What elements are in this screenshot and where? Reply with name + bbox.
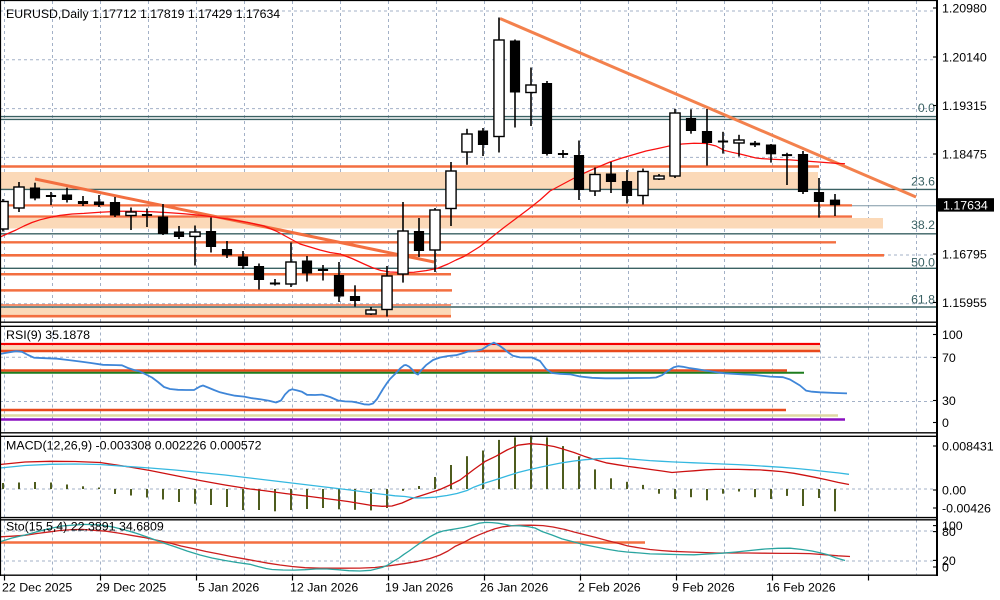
svg-text:12 Jan 2026: 12 Jan 2026 (290, 581, 358, 595)
svg-text:0: 0 (942, 416, 949, 430)
svg-text:16 Feb 2026: 16 Feb 2026 (766, 581, 836, 595)
svg-text:80: 80 (942, 525, 956, 539)
svg-text:0.00: 0.00 (942, 484, 966, 498)
svg-text:0.008431: 0.008431 (942, 440, 994, 454)
svg-text:61.8: 61.8 (911, 293, 935, 307)
svg-text:0: 0 (942, 561, 949, 575)
svg-text:-0.00426: -0.00426 (942, 502, 991, 516)
svg-text:RSI(9) 35.1878: RSI(9) 35.1878 (6, 328, 90, 342)
svg-text:1.20140: 1.20140 (942, 51, 987, 65)
svg-text:26 Jan 2026: 26 Jan 2026 (480, 581, 548, 595)
svg-text:1.20980: 1.20980 (942, 2, 987, 16)
svg-text:29 Dec 2025: 29 Dec 2025 (96, 581, 166, 595)
svg-text:1.15955: 1.15955 (942, 296, 987, 310)
svg-text:MACD(12,26,9) -0.003308 0.0022: MACD(12,26,9) -0.003308 0.002226 0.00057… (6, 439, 262, 453)
svg-text:20: 20 (942, 554, 956, 568)
svg-text:2 Feb 2026: 2 Feb 2026 (578, 581, 641, 595)
svg-text:1.18475: 1.18475 (942, 148, 987, 162)
svg-text:19 Jan 2026: 19 Jan 2026 (385, 581, 453, 595)
svg-text:50.0: 50.0 (911, 256, 935, 270)
svg-text:100: 100 (942, 328, 963, 342)
svg-text:38.2: 38.2 (911, 218, 935, 232)
svg-text:Sto(15,5,4) 22.3891 34.6809: Sto(15,5,4) 22.3891 34.6809 (6, 520, 164, 534)
svg-text:0.0: 0.0 (918, 101, 935, 115)
svg-text:9 Feb 2026: 9 Feb 2026 (672, 581, 735, 595)
svg-text:30: 30 (942, 394, 956, 408)
svg-text:23.6: 23.6 (911, 175, 935, 189)
svg-text:70: 70 (942, 351, 956, 365)
svg-text:22 Dec 2025: 22 Dec 2025 (2, 581, 72, 595)
svg-text:1.19315: 1.19315 (942, 99, 987, 113)
svg-text:1.17634: 1.17634 (943, 199, 988, 213)
svg-text:1.16795: 1.16795 (942, 248, 987, 262)
svg-text:100: 100 (942, 519, 963, 533)
svg-text:EURUSD,Daily 1.17712 1.17819: EURUSD,Daily 1.17712 1.17819 1.17429 1.1… (6, 7, 280, 21)
svg-text:5 Jan 2026: 5 Jan 2026 (198, 581, 259, 595)
